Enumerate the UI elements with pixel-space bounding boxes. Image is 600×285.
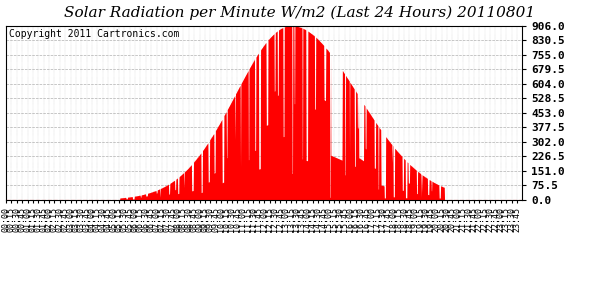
Text: Copyright 2011 Cartronics.com: Copyright 2011 Cartronics.com	[8, 29, 179, 39]
Text: Solar Radiation per Minute W/m2 (Last 24 Hours) 20110801: Solar Radiation per Minute W/m2 (Last 24…	[64, 6, 536, 20]
